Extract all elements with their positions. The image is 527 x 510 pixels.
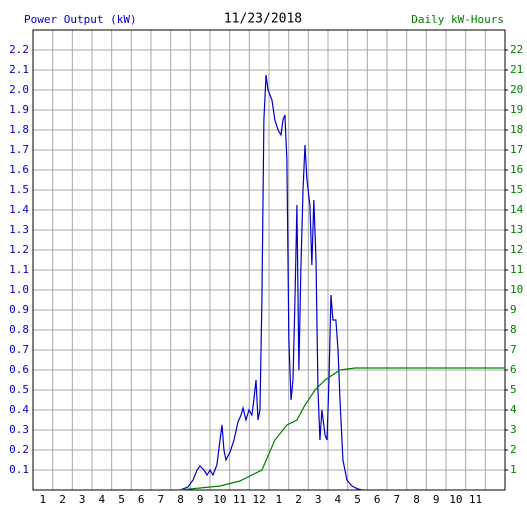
y-tick-label: 1.2 <box>9 243 29 256</box>
y-tick-label: 0.3 <box>9 423 29 436</box>
y2-tick-label: 6 <box>510 363 517 376</box>
y2-tick-label: 20 <box>510 83 523 96</box>
y2-tick-label: 22 <box>510 43 523 56</box>
y-tick-label: 0.4 <box>9 403 29 416</box>
x-tick-label: 11 <box>469 493 482 506</box>
x-tick-label: 3 <box>315 493 322 506</box>
y-tick-label: 0.7 <box>9 343 29 356</box>
y2-axis-label: Daily kW-Hours <box>411 13 504 26</box>
y-tick-label: 0.8 <box>9 323 29 336</box>
y2-tick-label: 15 <box>510 183 523 196</box>
y2-tick-label: 3 <box>510 423 517 436</box>
x-tick-label: 4 <box>99 493 106 506</box>
x-tick-label: 8 <box>177 493 184 506</box>
y2-tick-label: 12 <box>510 243 523 256</box>
y-tick-label: 2.1 <box>9 63 29 76</box>
y2-tick-label: 13 <box>510 223 523 236</box>
x-tick-label: 12 <box>253 493 266 506</box>
x-tick-label: 9 <box>197 493 204 506</box>
x-tick-label: 8 <box>413 493 420 506</box>
y2-tick-label: 4 <box>510 403 517 416</box>
x-tick-label: 10 <box>213 493 226 506</box>
x-tick-label: 5 <box>118 493 125 506</box>
y2-tick-label: 9 <box>510 303 517 316</box>
x-tick-label: 9 <box>433 493 440 506</box>
x-tick-label: 11 <box>233 493 246 506</box>
x-tick-label: 1 <box>40 493 47 506</box>
y2-tick-label: 7 <box>510 343 517 356</box>
x-tick-label: 2 <box>59 493 66 506</box>
x-tick-label: 6 <box>374 493 381 506</box>
x-tick-label: 1 <box>276 493 283 506</box>
y-tick-label: 0.9 <box>9 303 29 316</box>
y-tick-label: 1.5 <box>9 183 29 196</box>
y2-tick-label: 1 <box>510 463 517 476</box>
y2-tick-label: 17 <box>510 143 523 156</box>
y2-tick-label: 11 <box>510 263 523 276</box>
y-tick-label: 0.5 <box>9 383 29 396</box>
x-tick-label: 7 <box>158 493 165 506</box>
series-line <box>179 74 363 491</box>
y-tick-label: 1.1 <box>9 263 29 276</box>
y2-tick-label: 19 <box>510 103 523 116</box>
y2-tick-label: 5 <box>510 383 517 396</box>
y2-tick-label: 10 <box>510 283 523 296</box>
x-tick-label: 4 <box>335 493 342 506</box>
y-tick-label: 0.1 <box>9 463 29 476</box>
y-tick-label: 1.8 <box>9 123 29 136</box>
plot-frame <box>32 29 506 491</box>
series-line <box>179 367 505 491</box>
y2-tick-label: 2 <box>510 443 517 456</box>
y-tick-label: 1.0 <box>9 283 29 296</box>
y-tick-label: 0.6 <box>9 363 29 376</box>
y2-tick-label: 18 <box>510 123 523 136</box>
y-tick-label: 1.7 <box>9 143 29 156</box>
x-tick-label: 3 <box>79 493 86 506</box>
x-tick-label: 7 <box>394 493 401 506</box>
y2-tick-label: 21 <box>510 63 523 76</box>
y2-tick-label: 8 <box>510 323 517 336</box>
y-tick-label: 2.0 <box>9 83 29 96</box>
y2-tick-label: 16 <box>510 163 523 176</box>
y-tick-label: 1.3 <box>9 223 29 236</box>
y-tick-label: 1.4 <box>9 203 29 216</box>
y2-tick-label: 14 <box>510 203 524 216</box>
y-tick-label: 1.6 <box>9 163 29 176</box>
x-tick-label: 6 <box>138 493 145 506</box>
y-tick-label: 2.2 <box>9 43 29 56</box>
x-tick-label: 2 <box>295 493 302 506</box>
y-axis-label: Power Output (kW) <box>24 13 137 26</box>
y-tick-label: 0.2 <box>9 443 29 456</box>
chart-title: 11/23/2018 <box>224 12 302 27</box>
x-tick-label: 5 <box>354 493 361 506</box>
y-tick-label: 1.9 <box>9 103 29 116</box>
x-tick-label: 10 <box>449 493 462 506</box>
